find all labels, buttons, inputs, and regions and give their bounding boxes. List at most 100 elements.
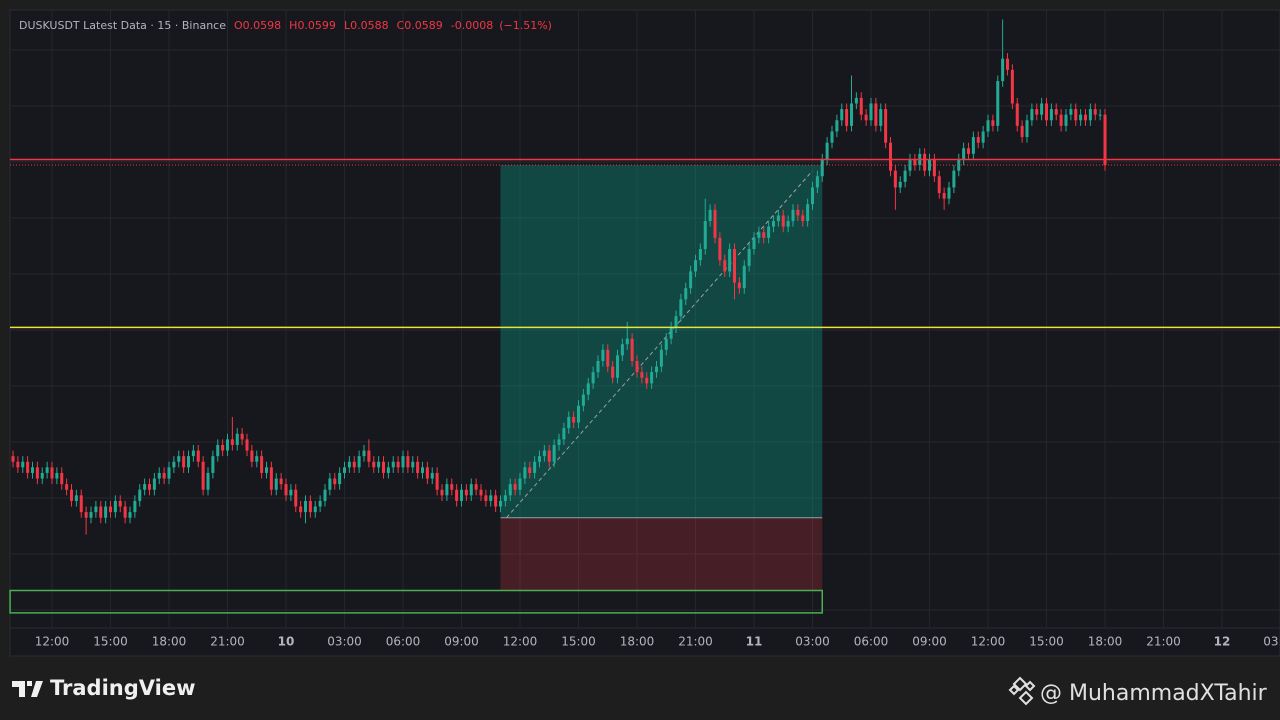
candle-body (60, 472, 64, 485)
candle-body (289, 489, 293, 496)
candle-body (182, 456, 186, 468)
x-tick-label: 06:00 (854, 635, 889, 649)
x-tick-label: 18:00 (620, 635, 655, 649)
candle-body (479, 489, 483, 496)
candle-body (659, 349, 663, 367)
candle-body (728, 249, 732, 272)
candle-body (464, 489, 468, 496)
candle-body (1030, 109, 1034, 121)
x-tick-label: 03:00 (795, 635, 830, 649)
ohlc-value: 0.0589 (404, 19, 443, 32)
candle-body (635, 360, 639, 373)
candle-body (586, 383, 590, 395)
ohlc-value: 0.0588 (350, 19, 389, 32)
x-tick-label: 21:00 (210, 635, 245, 649)
candle-body (966, 148, 971, 154)
candle-body (440, 489, 444, 496)
candle-body (196, 450, 200, 462)
candle-body (1088, 109, 1092, 121)
candle-body (625, 338, 629, 345)
candle-body (1020, 125, 1024, 138)
candle-body (801, 215, 805, 222)
candle-body (416, 461, 420, 473)
candle-body (991, 120, 995, 126)
candle-body (328, 478, 332, 490)
candle-body (211, 456, 215, 473)
candle-body (372, 461, 376, 468)
x-tick-label: 15:00 (561, 635, 596, 649)
candle-body (820, 159, 824, 177)
candle-body (386, 467, 390, 473)
candle-body (752, 237, 756, 250)
candle-body (576, 405, 581, 423)
candle-body (718, 237, 722, 261)
candle-body (1010, 69, 1014, 104)
candle-body (630, 338, 634, 361)
candle-body (503, 495, 507, 501)
candle-body (342, 467, 347, 473)
support-zone (9, 589, 824, 614)
candle-body (352, 461, 356, 468)
candle-body (128, 512, 132, 518)
candle-body (601, 349, 605, 361)
ohlc-value: 0.0598 (243, 19, 282, 32)
candle-body (1049, 109, 1053, 121)
x-tick-label: 03:00 (1263, 635, 1280, 649)
candle-body (284, 484, 288, 496)
candle-body (362, 450, 366, 457)
candle-body (138, 489, 142, 501)
candle-body (611, 366, 615, 378)
candle-body (425, 467, 429, 479)
candle-body (947, 187, 951, 199)
candle-body (654, 366, 659, 373)
candle-body (903, 170, 907, 182)
watermark-text: @ MuhammadXTahir (1040, 681, 1268, 706)
candle-body (1083, 114, 1088, 121)
candle-body (308, 500, 312, 513)
candle-body (55, 472, 59, 479)
candle-body (406, 456, 410, 468)
candle-body (450, 484, 454, 490)
candle-body (693, 260, 698, 272)
candle-body (737, 282, 741, 289)
candle-body (221, 444, 225, 451)
candle-body (776, 215, 780, 222)
candle-body (396, 461, 400, 468)
candle-body (69, 489, 74, 501)
candle-body (245, 439, 249, 451)
candle-body (898, 181, 902, 188)
change-percent: (−1.51%) (499, 19, 552, 32)
candle-body (143, 484, 147, 490)
candle-body (888, 142, 893, 171)
candle-body (377, 461, 381, 468)
candle-body (923, 153, 927, 171)
candle-body (299, 506, 303, 513)
x-tick-label: 18:00 (1088, 635, 1123, 649)
candle-body (567, 416, 571, 429)
candle-body (952, 170, 956, 188)
candle-body (1103, 114, 1107, 166)
loss-zone (500, 517, 823, 591)
candle-body (264, 467, 269, 473)
candle-body (830, 131, 834, 143)
candle-body (177, 456, 181, 462)
candle-body (893, 170, 897, 188)
candle-body (518, 478, 522, 490)
logo-mark (12, 681, 43, 697)
candle-body (469, 484, 473, 496)
candle-body (274, 478, 278, 490)
candle-body (225, 439, 230, 451)
candle-body (976, 137, 980, 143)
ohlc-letter: L (344, 19, 351, 32)
candle-body (913, 159, 917, 166)
candle-body (708, 209, 712, 222)
candle-body (723, 260, 727, 272)
candle-body (854, 97, 858, 104)
candle-body (1064, 114, 1068, 126)
candle-body (562, 428, 566, 440)
candle-body (401, 456, 405, 468)
candle-body (835, 120, 839, 132)
candle-body (508, 484, 512, 496)
candle-body (445, 484, 449, 496)
candle-body (937, 176, 941, 194)
